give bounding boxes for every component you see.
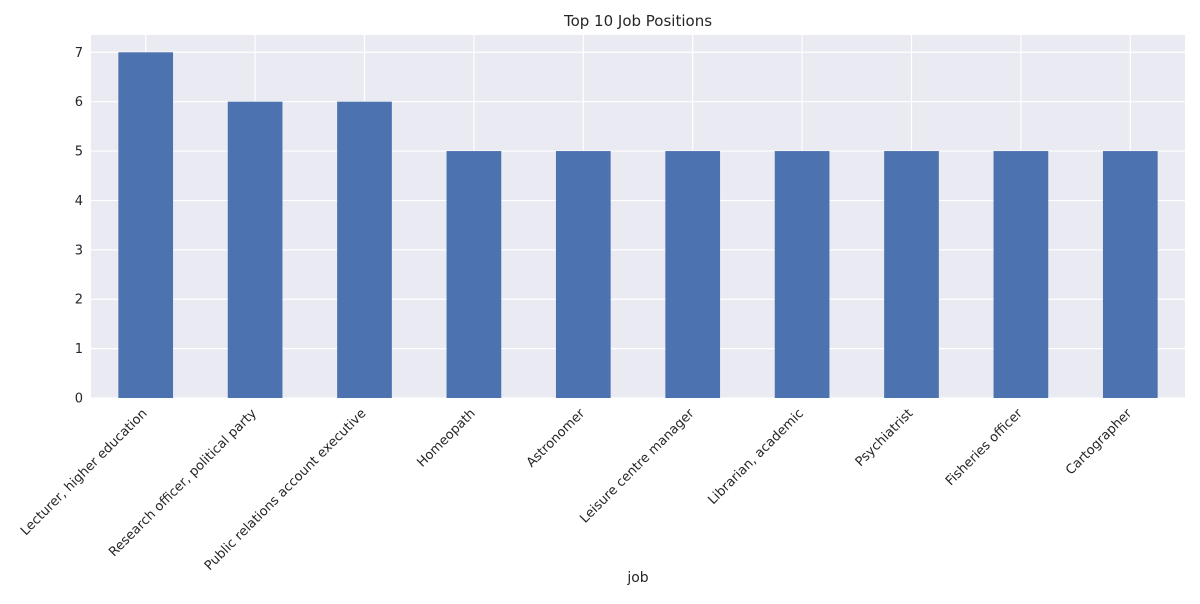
chart-title: Top 10 Job Positions (563, 12, 712, 30)
bar (884, 151, 939, 398)
x-tick-label: Astronomer (524, 406, 589, 471)
bar (446, 151, 502, 398)
y-tick-label: 0 (75, 392, 83, 407)
bar (227, 101, 283, 399)
bar (118, 52, 174, 399)
x-axis-label: job (626, 570, 648, 586)
bar (1102, 151, 1158, 398)
y-tick-label: 1 (75, 342, 83, 357)
y-tick-label: 7 (75, 46, 83, 61)
y-tick-label: 5 (75, 145, 83, 160)
x-tick-label: Lecturer, higher education (18, 406, 151, 539)
y-tick-label: 4 (75, 194, 83, 209)
bars (118, 52, 1158, 399)
y-axis-ticks: 0 1 2 3 4 5 6 7 (75, 46, 83, 407)
y-tick-label: 3 (75, 243, 83, 258)
y-tick-label: 6 (75, 95, 83, 110)
bar (555, 151, 611, 398)
y-tick-label: 2 (75, 293, 83, 308)
x-tick-label: Librarian, academic (705, 406, 807, 508)
bar (993, 151, 1049, 398)
x-tick-label: Leisure centre manager (577, 406, 698, 527)
x-tick-label: Homeopath (414, 406, 478, 470)
bar (665, 151, 721, 398)
x-tick-label: Cartographer (1063, 406, 1135, 478)
x-tick-label: Psychiatrist (853, 406, 917, 470)
x-tick-label: Fisheries officer (943, 406, 1026, 489)
bar (337, 101, 392, 399)
bar (774, 151, 830, 398)
